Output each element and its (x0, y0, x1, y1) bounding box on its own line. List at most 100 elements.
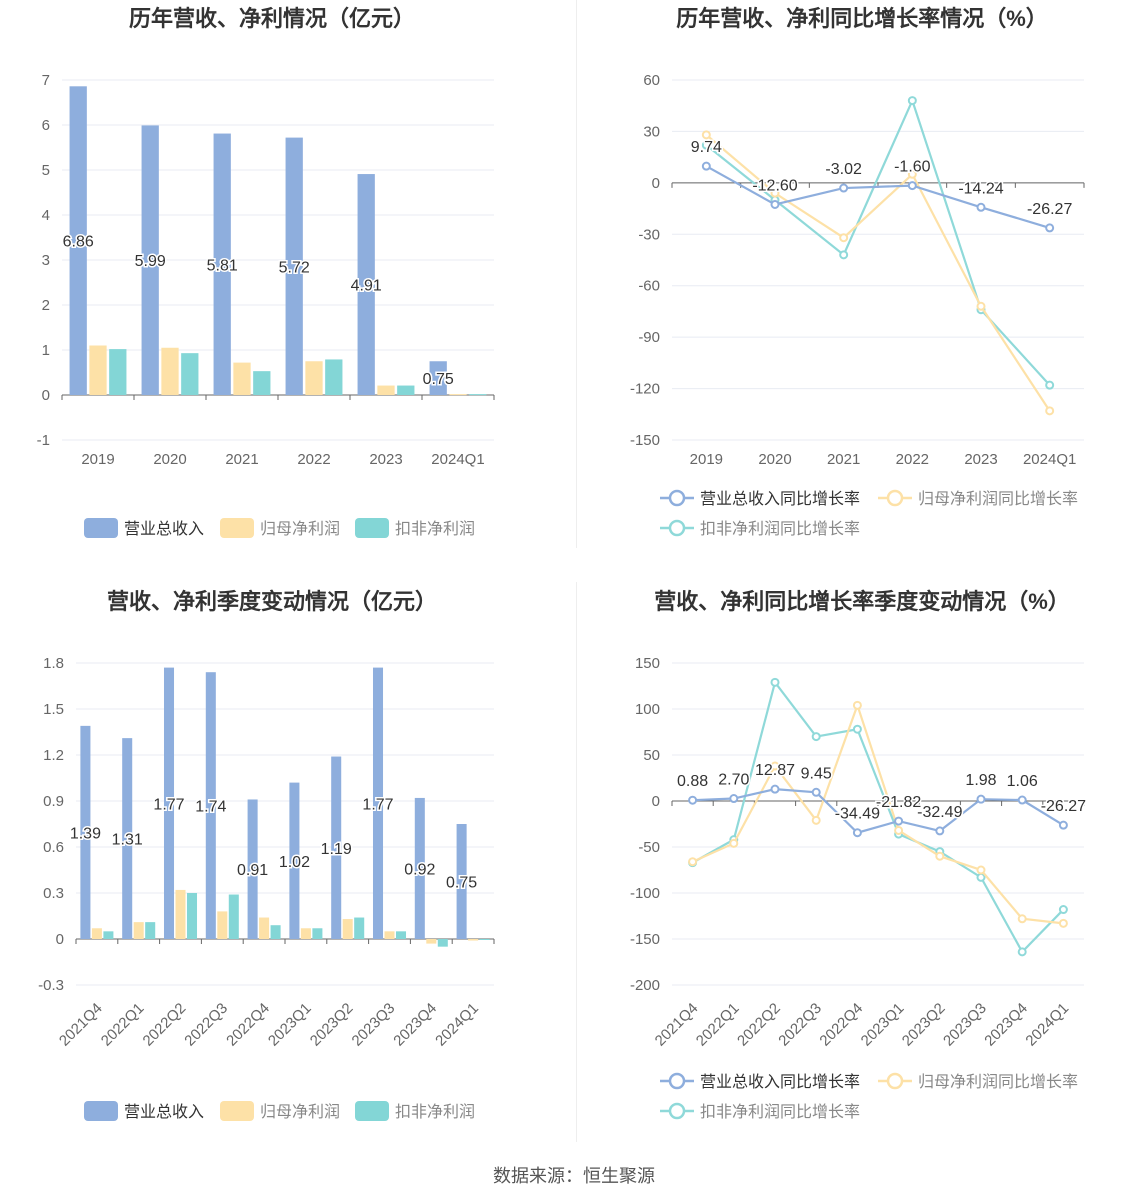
data-label: 4.91 (351, 278, 382, 295)
bar (213, 133, 231, 396)
x-tick-label: 2022Q4 (816, 1000, 866, 1050)
data-label: 0.75 (446, 875, 477, 892)
legend-swatch (355, 518, 389, 538)
bar (397, 385, 415, 395)
data-label: 1.02 (279, 854, 310, 871)
data-point (770, 199, 780, 209)
y-tick-label: 1.5 (43, 701, 64, 718)
chart-quarterly-growth: 营收、净利同比增长率季度变动情况（%） 150 100 50 0 -50 -100 -150 -… (574, 583, 1148, 1163)
bar (479, 939, 490, 940)
legend-label: 营业总收入 (124, 1103, 204, 1121)
y-tick-label: 150 (635, 655, 660, 672)
series-line (692, 701, 1064, 925)
y-tick-label: -120 (630, 381, 660, 398)
data-point (688, 795, 698, 805)
bar (103, 931, 114, 939)
bar (384, 931, 395, 939)
bar (217, 911, 228, 939)
data-label: 5.72 (279, 259, 310, 276)
y-tick-label: 100 (635, 701, 660, 718)
legend-label: 归母净利润同比增长率 (918, 490, 1078, 508)
data-point (701, 130, 711, 140)
legend-label: 归母净利润同比增长率 (918, 1073, 1078, 1091)
data-source: 数据来源：恒生聚源 (493, 1166, 655, 1186)
y-tick-label: 6 (42, 117, 50, 134)
chart-annual-revenue-profit: 历年营收、净利情况（亿元） 7 6 5 4 3 2 1 0 -1 2019 2020 2021 2022 2… (0, 0, 574, 580)
y-tick-label: 30 (643, 123, 660, 140)
data-point (1045, 223, 1055, 233)
bar (233, 362, 251, 395)
data-label: 5.99 (135, 253, 166, 270)
bar (312, 928, 323, 939)
data-point (852, 724, 862, 734)
y-tick-label: 0.3 (43, 885, 64, 902)
x-tick-label: 2022Q1 (693, 1000, 743, 1050)
y-tick-label: -60 (638, 278, 660, 295)
bar (354, 917, 365, 939)
data-label: 1.77 (153, 796, 184, 813)
data-point (1058, 820, 1068, 830)
x-tick-label: 2021Q4 (652, 1000, 702, 1050)
legend-marker (886, 489, 904, 507)
y-tick-label: -150 (630, 931, 660, 948)
legend-swatch (84, 518, 118, 538)
data-label: -3.02 (825, 161, 862, 178)
legend-swatch (84, 1101, 118, 1121)
x-tick-label: 2023Q4 (981, 1000, 1031, 1050)
legend-label: 营业总收入同比增长率 (700, 1073, 860, 1091)
data-point (894, 825, 904, 835)
bar (247, 799, 258, 939)
data-label: -1.60 (894, 159, 931, 176)
data-point (811, 732, 821, 742)
y-tick-label: -50 (638, 839, 660, 856)
bar (259, 917, 270, 939)
x-tick-label: 2023Q4 (390, 1000, 440, 1050)
x-tick-label: 2022Q3 (775, 1000, 825, 1050)
x-tick-label: 2023Q1 (858, 1000, 908, 1050)
data-point (907, 96, 917, 106)
legend-label: 扣非净利润同比增长率 (700, 520, 860, 538)
data-label: 1.98 (965, 772, 996, 789)
x-tick-label: 2024Q1 (431, 451, 484, 468)
chart-svg: 营收、净利同比增长率季度变动情况（%） 150 100 50 0 -50 -100 -150 -… (630, 589, 1088, 1121)
chart-quarterly-revenue-profit: 营收、净利季度变动情况（亿元） 1.8 1.5 1.2 0.9 0.6 0.3 0 -0.3 20… (0, 583, 574, 1163)
bar (181, 353, 199, 395)
legend-marker (668, 489, 686, 507)
data-point (976, 794, 986, 804)
bar (133, 922, 144, 939)
bar (186, 893, 198, 939)
bar (357, 174, 375, 395)
x-tick-label: 2022 (297, 451, 330, 468)
bar (253, 371, 271, 395)
data-point (701, 140, 711, 150)
bar (325, 359, 343, 395)
x-tick-label: 2020 (758, 451, 791, 468)
data-point (839, 183, 849, 193)
bar (426, 939, 437, 944)
bar (342, 919, 353, 939)
x-tick-label: 2022 (896, 451, 929, 468)
x-tick-label: 2023Q1 (265, 1000, 315, 1050)
bar (414, 797, 425, 939)
data-point (1058, 905, 1068, 915)
data-point (976, 202, 986, 212)
divider (576, 582, 577, 1142)
bar (429, 361, 447, 395)
data-point (907, 169, 917, 179)
data-point (811, 787, 821, 797)
chart-title: 历年营收、净利同比增长率情况（%） (676, 6, 1048, 31)
x-tick-label: 2023Q2 (307, 1000, 357, 1050)
chart-svg: 营收、净利季度变动情况（亿元） 1.8 1.5 1.2 0.9 0.6 0.3 0 -0.3 20… (38, 589, 495, 1121)
bar (205, 672, 216, 939)
data-label: -12.60 (752, 177, 797, 194)
data-point (770, 761, 780, 771)
bar (141, 125, 159, 395)
x-tick-label: 2022Q3 (181, 1000, 231, 1050)
data-point (839, 233, 849, 243)
y-tick-label: -90 (638, 329, 660, 346)
legend-label: 扣非净利润 (395, 520, 475, 538)
y-tick-label: 0 (42, 387, 50, 404)
data-point (839, 250, 849, 260)
x-tick-label: 2024Q1 (1023, 451, 1076, 468)
series-line (692, 788, 1064, 834)
